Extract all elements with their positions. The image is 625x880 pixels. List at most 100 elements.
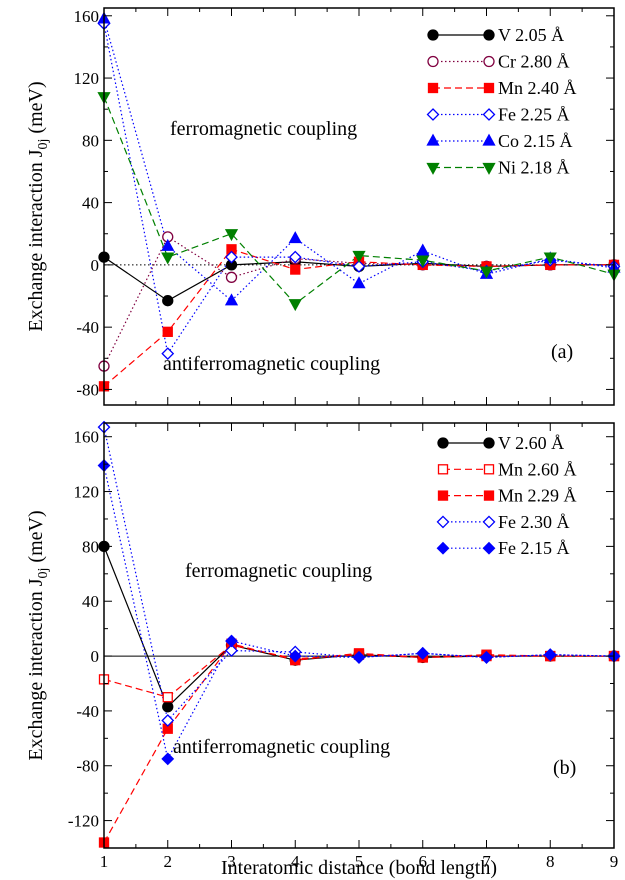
x-tick-label: 8 [546,852,555,871]
data-point [416,255,430,268]
data-point [290,264,301,275]
legend-label: Fe 2.15 Å [498,538,570,558]
series-line-5 [103,96,615,305]
legend-marker [426,133,440,146]
series-line-4 [103,465,615,761]
y-tick-label: 120 [74,69,100,88]
data-point [161,714,175,727]
x-tick-label: 4 [291,852,300,871]
y-tick-label: 80 [82,131,99,150]
y-tick-label: 40 [82,592,99,611]
panel-label: (a) [551,341,573,363]
data-point [161,347,175,361]
legend-marker [483,55,495,68]
y-tick-label: -120 [68,812,99,831]
x-tick-label: 1 [100,852,109,871]
data-point [479,266,494,279]
legend-label: Mn 2.29 Å [498,486,577,506]
data-point [416,243,430,256]
x-axis-label: Interatomic distance (bond length) [221,857,497,879]
y-tick-label: 0 [91,256,100,275]
legend-marker [482,108,496,121]
x-tick-label: 3 [227,852,236,871]
panel-a: 160 120 80 40 0 -40 -80 Exchange interaction J0… [25,7,621,406]
legend-marker [483,490,495,501]
y-tick-label: -40 [76,318,99,337]
y-tick-label: 0 [91,647,100,666]
legend-marker [426,162,440,175]
legend-marker [437,437,449,449]
data-point [543,252,557,265]
data-point [161,238,175,251]
legend-marker [482,162,496,175]
ferromagnetic-annotation: ferromagnetic coupling [170,118,357,140]
data-point [480,651,493,664]
y-tick-label: -80 [76,380,99,399]
legend-marker [436,541,450,555]
antiferromagnetic-annotation: antiferromagnetic coupling [173,736,390,758]
legend-marker [426,108,440,121]
data-point [162,701,174,713]
legend-marker [427,82,439,94]
data-point [543,648,557,662]
series-line-3 [103,426,615,722]
legend-marker [483,29,495,41]
data-point [288,250,302,264]
antiferromagnetic-annotation: antiferromagnetic coupling [163,353,380,375]
y-tick-label: 120 [74,483,100,502]
data-point [352,276,366,289]
legend-label: Cr 2.80 Å [498,52,570,72]
data-point [352,260,366,273]
legend-label: V 2.60 Å [498,433,564,453]
x-tick-label: 6 [419,852,428,871]
data-point [161,752,175,766]
legend-label: V 2.05 Å [498,25,564,45]
y-axis-label: Exchange interaction J0j (meV) [25,81,51,331]
legend: V 2.60 Å Mn 2.60 Å Mn 2.29 Å Fe 2.30 Å Fe 2.… [436,433,577,558]
legend-marker [436,515,450,529]
y-tick-label: 40 [82,194,99,213]
data-point [162,295,174,307]
legend-marker [482,133,496,146]
y-tick-label: 160 [74,428,100,447]
y-tick-label: 160 [74,7,100,26]
data-point [224,293,239,306]
legend-marker [483,464,495,475]
data-point [225,250,238,264]
data-point [162,692,173,703]
panel-label: (b) [553,757,576,779]
legend-marker [482,515,496,529]
data-point [352,250,366,263]
ferromagnetic-annotation: ferromagnetic coupling [185,560,372,582]
data-point [225,644,238,657]
legend-label: Mn 2.40 Å [498,78,577,98]
y-tick-label: -80 [76,757,99,776]
legend-label: Mn 2.60 Å [498,459,577,479]
legend-marker [437,464,449,475]
y-tick-label: -40 [76,702,99,721]
legend-label: Fe 2.25 Å [498,105,570,125]
legend-marker [483,82,495,94]
data-point [162,326,173,337]
data-point [416,646,430,660]
series-line-3 [103,23,615,356]
legend-marker [437,490,449,501]
data-point [225,634,238,648]
x-tick-label: 2 [164,852,173,871]
data-point [288,649,302,663]
x-tick-label: 9 [610,852,619,871]
data-point [352,651,366,664]
panel-b: 1 2 3 4 5 6 7 8 9 160 120 80 40 0 -40 -80 -120 Exchange i… [25,420,621,879]
series-line-4 [103,18,615,302]
legend-label: Ni 2.18 Å [498,158,570,178]
data-point [288,299,302,312]
legend-marker [483,437,495,449]
data-point [224,229,239,242]
legend-marker [482,541,496,555]
legend-marker [427,55,439,68]
data-point [161,252,175,265]
data-point [225,271,238,283]
data-point [288,231,302,244]
legend: V 2.05 Å Cr 2.80 Å Mn 2.40 Å Fe 2.25 Å Co 2.… [426,25,577,178]
legend-marker [427,29,439,41]
